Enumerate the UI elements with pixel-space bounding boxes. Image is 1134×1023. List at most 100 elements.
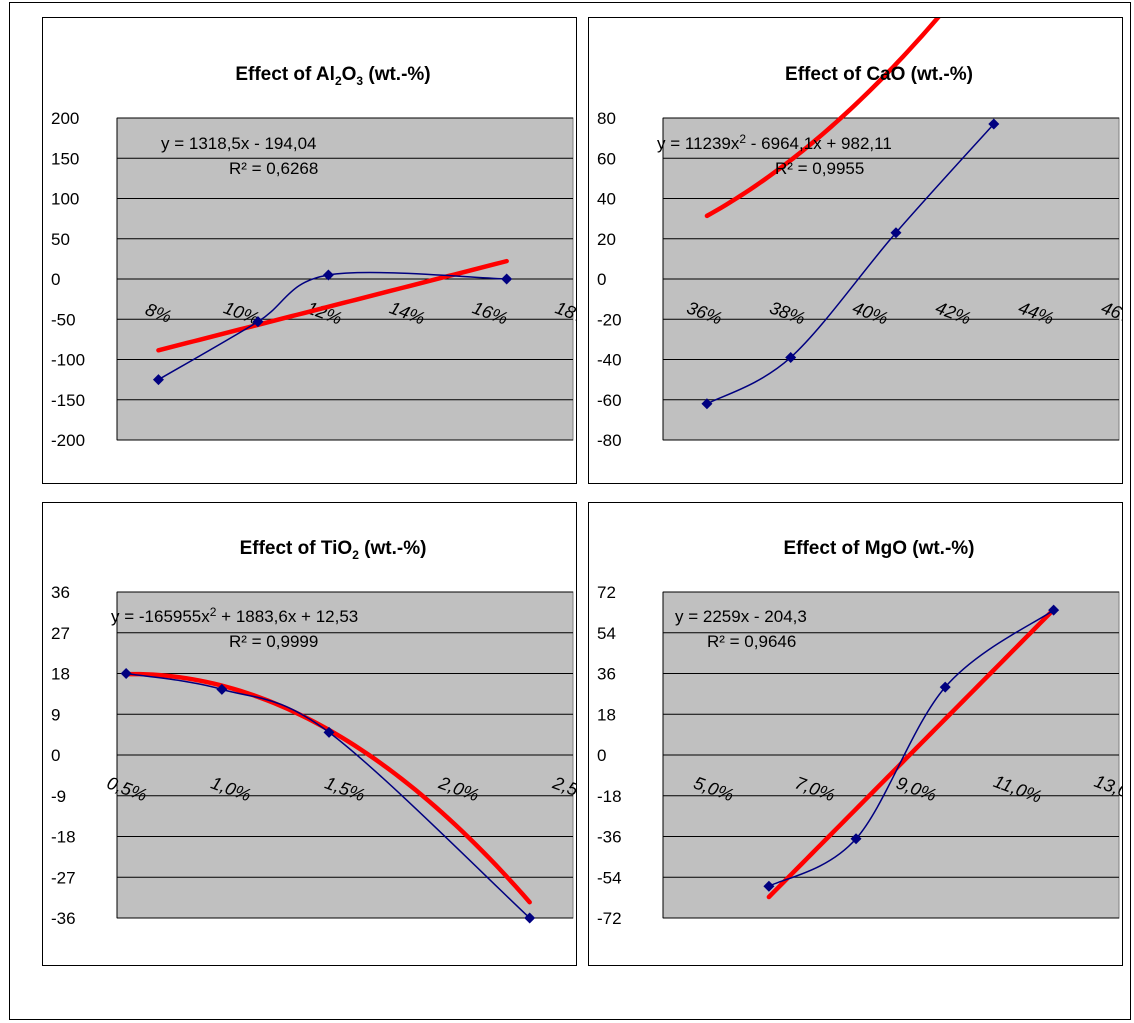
y-tick-label: -150 (51, 391, 85, 410)
y-tick-label: 18 (597, 705, 616, 724)
trend-equation: y = 1318,5x - 194,04 (161, 134, 316, 153)
data-point (890, 227, 902, 239)
data-point (120, 668, 132, 679)
chart-panel-cao: 80 60 40 20 0 -20 -40 -60 -80 36% 38% 40% 42% 44% 46% E… (588, 0, 1134, 484)
y-tick-label: 80 (597, 109, 616, 128)
chart-title-part: Effect of MgO (wt.-%) (783, 538, 974, 559)
chart-title: Effect of CaO (wt.-%) (785, 64, 973, 85)
y-tick-label: 18 (51, 665, 70, 684)
y-tick-label: -80 (597, 431, 622, 450)
y-tick-label: 60 (597, 149, 616, 168)
y-tick-label: -27 (51, 868, 76, 887)
y-tick-label: 27 (51, 624, 70, 643)
chart-title-part: Effect of CaO (wt.-%) (785, 64, 973, 85)
chart-title-part: 3 (356, 74, 363, 88)
trend-equation: y = 2259x - 204,3 (675, 607, 807, 626)
r-squared-part: R² = 0,9955 (775, 159, 864, 178)
data-point (850, 833, 862, 845)
y-tick-label: 0 (51, 746, 60, 765)
y-tick-label: 36 (597, 665, 616, 684)
chart-panel-al2o3: 200 150 100 50 0 -50 -100 -150 -200 8% 10% 12% 14% 16… (42, 17, 593, 484)
trend-equation: y = -165955x2​ + 1883,6x + 12,53 (111, 605, 358, 626)
y-tick-label: -60 (597, 391, 622, 410)
trend-equation-part: y = 11239x (657, 134, 740, 153)
y-tick-label: 54 (597, 624, 616, 643)
data-point (524, 912, 536, 924)
y-tick-label: 36 (51, 583, 70, 602)
series-line (706, 123, 995, 405)
trend-equation-part: y = 2259x - 204,3 (675, 607, 807, 626)
y-tick-label: -200 (51, 431, 85, 450)
y-tick-label: -72 (597, 909, 622, 928)
chart-title: Effect of MgO (wt.-%) (783, 538, 974, 559)
y-tick-label: -20 (597, 310, 622, 329)
trend-equation-part: y = -165955x (111, 607, 210, 626)
data-point (152, 374, 164, 386)
y-tick-label: 72 (597, 583, 616, 602)
trend-equation-part: - 6964,1x + 982,11 (746, 134, 892, 153)
data-point (252, 316, 264, 328)
chart-title: Effect of TiO2​ (wt.-%) (240, 538, 427, 562)
data-point (323, 726, 335, 738)
chart-title-part: 2 (352, 548, 359, 562)
figure-frame: 200 150 100 50 0 -50 -100 -150 -200 8% 10% 12% 14% 16… (9, 0, 1134, 1020)
y-tick-label: 0 (597, 270, 606, 289)
y-tick-label: 0 (51, 270, 60, 289)
y-tick-label: 50 (51, 230, 70, 249)
trend-equation: y = 11239x2​ - 6964,1x + 982,11 (657, 132, 892, 153)
y-tick-label: -40 (597, 351, 622, 370)
r-squared: R² = 0,9646 (707, 632, 796, 651)
series-line (125, 672, 531, 919)
trend-equation-part: + 1883,6x + 12,53 (216, 607, 358, 626)
series-line (768, 609, 1055, 887)
r-squared-part: R² = 0,9646 (707, 632, 796, 651)
data-point (216, 683, 228, 695)
chart-title-part: (wt.-%) (363, 64, 431, 85)
y-tick-label: 0 (597, 746, 606, 765)
trend-equation-part: 2 (739, 132, 746, 146)
trendline (766, 607, 1056, 900)
y-tick-label: -9 (51, 787, 66, 806)
chart-title-part: (wt.-%) (359, 538, 427, 559)
y-tick-label: -18 (51, 828, 76, 847)
r-squared-part: R² = 0,6268 (229, 159, 318, 178)
y-tick-label: -18 (597, 787, 622, 806)
y-tick-label: -36 (51, 909, 76, 928)
data-point (988, 118, 1000, 130)
data-point (701, 398, 713, 410)
chart-title-part: Effect of TiO (240, 538, 353, 559)
chart-panel-mgo: 72 54 36 18 0 -18 -36 -54 -72 5,0% 7,0% 9,0% 11,0% 13… (588, 502, 1134, 966)
trend-equation-part: 2 (210, 605, 217, 619)
data-point (1048, 604, 1060, 616)
y-tick-label: 150 (51, 149, 79, 168)
y-tick-label: 100 (51, 190, 79, 209)
y-tick-label: -36 (597, 828, 622, 847)
chart-title-part: O (342, 64, 357, 85)
chart-title: Effect of Al2​O3​ (wt.-%) (235, 64, 430, 88)
data-point (939, 681, 951, 693)
chart-title-part: 2 (335, 74, 342, 88)
r-squared: R² = 0,9955 (775, 159, 864, 178)
y-tick-label: 40 (597, 190, 616, 209)
y-tick-label: -100 (51, 351, 85, 370)
r-squared-part: R² = 0,9999 (229, 632, 318, 651)
data-point (322, 269, 334, 281)
data-point (763, 880, 775, 892)
data-point (785, 351, 797, 363)
y-tick-label: 200 (51, 109, 79, 128)
chart-panel-tio2: 36 27 18 9 0 -9 -18 -27 -36 0,5% 1,0% 1,5% 2,0% 2,5% E… (42, 502, 596, 966)
trend-equation-part: y = 1318,5x - 194,04 (161, 134, 316, 153)
y-tick-label: 9 (51, 705, 60, 724)
r-squared: R² = 0,9999 (229, 632, 318, 651)
series-line (158, 271, 507, 381)
y-tick-label: -50 (51, 310, 76, 329)
y-tick-label: -54 (597, 868, 622, 887)
data-point (501, 273, 513, 285)
r-squared: R² = 0,6268 (229, 159, 318, 178)
y-tick-label: 20 (597, 230, 616, 249)
chart-title-part: Effect of Al (235, 64, 335, 85)
